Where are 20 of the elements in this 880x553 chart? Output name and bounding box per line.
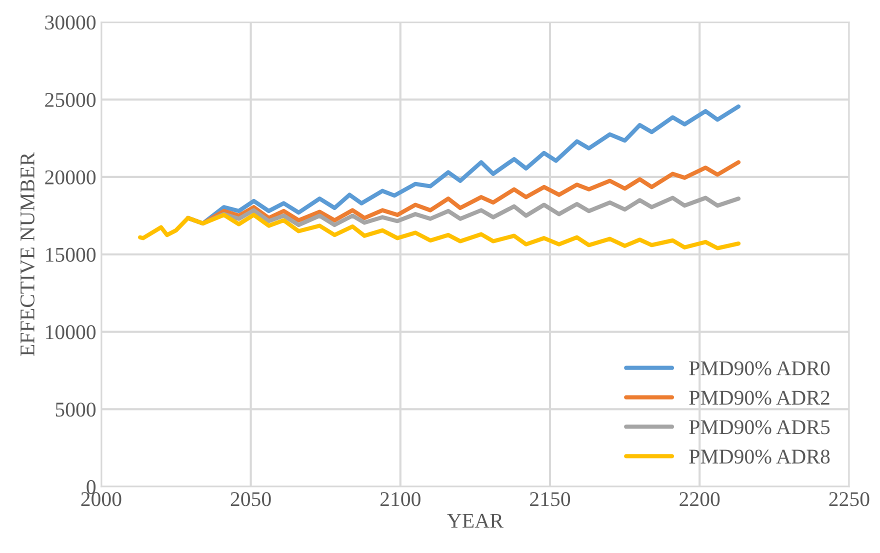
legend-label: PMD90% ADR2 [689, 390, 830, 405]
y-tick-label: 15000 [46, 248, 96, 262]
x-tick-label: 2250 [829, 492, 870, 506]
y-tick-label: 10000 [46, 325, 96, 340]
x-tick-label: 2150 [530, 492, 570, 506]
legend-label: PMD90% ADR8 [689, 450, 830, 464]
x-tick-label: 2200 [680, 492, 720, 506]
x-tick-label: 2050 [230, 492, 271, 506]
legend-label: PMD90% ADR5 [689, 420, 830, 434]
y-axis-title: EFFECTIVE NUMBER [20, 152, 35, 356]
y-tick-label: 20000 [45, 170, 96, 184]
y-tick-label: 25000 [45, 92, 96, 107]
x-tick-label: 2100 [380, 492, 420, 506]
y-tick-label: 5000 [56, 402, 96, 417]
line-series [138, 212, 741, 250]
x-axis-title: YEAR [447, 514, 504, 528]
y-tick-label: 0 [86, 480, 96, 494]
y-tick-label: 30000 [45, 15, 96, 30]
x-tick-label: 2000 [81, 492, 122, 506]
legend-label: PMD90% ADR0 [689, 361, 830, 376]
